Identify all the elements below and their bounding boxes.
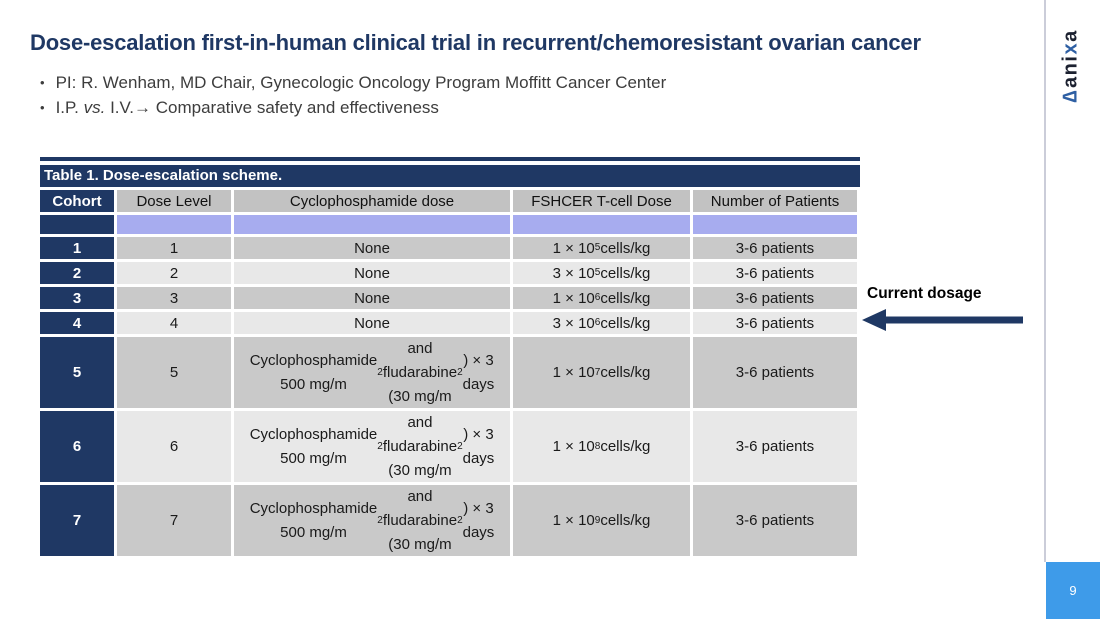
table-cell: 1 × 10 7 cells/kg: [513, 337, 690, 408]
column-header: FSHCER T-cell Dose: [513, 190, 690, 212]
logo-text: a: [1059, 29, 1082, 42]
spacer-cell: [40, 215, 114, 234]
spacer-cell: [234, 215, 510, 234]
table-cell: 1: [117, 237, 231, 259]
column-header: Number of Patients: [693, 190, 857, 212]
page-number-box: 9: [1046, 562, 1100, 619]
column-header: Cyclophosphamide dose: [234, 190, 510, 212]
table-cell: 3-6 patients: [693, 287, 857, 309]
column-header: Cohort: [40, 190, 114, 212]
dose-escalation-table: Table 1. Dose-escalation scheme. Cohort D…: [40, 157, 860, 556]
table-cell: 1 × 10 9 cells/kg: [513, 485, 690, 556]
bullet-list: • PI: R. Wenham, MD Chair, Gynecologic O…: [40, 70, 666, 120]
column-header: Dose Level: [117, 190, 231, 212]
table-cell: 2: [117, 262, 231, 284]
table-cell: None: [234, 312, 510, 334]
bullet-item-comparison: • I.P. vs. I.V.→ Comparative safety and …: [40, 95, 666, 120]
table-cell: Cyclophosphamide 500 mg/m 2 and fludarabi…: [234, 485, 510, 556]
bullet-dot: •: [40, 75, 45, 90]
right-divider-line: [1044, 0, 1046, 562]
table-cell: 4: [117, 312, 231, 334]
table-cell: 3-6 patients: [693, 411, 857, 482]
bullet-text: PI: R. Wenham, MD Chair, Gynecologic Onc…: [55, 73, 667, 92]
table-cell: 3-6 patients: [693, 337, 857, 408]
table-cell: Cyclophosphamide 500 mg/m 2 and fludarabi…: [234, 337, 510, 408]
left-arrow-icon: [862, 309, 1023, 331]
bullet-text: I.P. vs. I.V.→ Comparative safety and ef…: [55, 98, 439, 117]
table-title: Table 1. Dose-escalation scheme.: [40, 165, 860, 187]
table-cell: 3-6 patients: [693, 237, 857, 259]
anixa-logo: ∆anixa: [1060, 29, 1083, 102]
current-dosage-label: Current dosage: [867, 285, 982, 302]
table-cell: 3-6 patients: [693, 485, 857, 556]
spacer-cell: [513, 215, 690, 234]
table-cell: None: [234, 287, 510, 309]
cohort-cell: 3: [40, 287, 114, 309]
anixa-delta-icon: ∆: [1059, 88, 1082, 103]
cohort-cell: 5: [40, 337, 114, 408]
table-cell: 3 × 10 6 cells/kg: [513, 312, 690, 334]
table-cell: 1 × 10 6 cells/kg: [513, 287, 690, 309]
bullet-item-pi: • PI: R. Wenham, MD Chair, Gynecologic O…: [40, 70, 666, 95]
dose-table-grid: Cohort Dose Level Cyclophosphamide dose FSH…: [40, 190, 860, 556]
cohort-cell: 4: [40, 312, 114, 334]
logo-text-x: x: [1059, 41, 1082, 55]
spacer-cell: [693, 215, 857, 234]
table-cell: 3-6 patients: [693, 262, 857, 284]
slide-title: Dose-escalation first-in-human clinical …: [30, 30, 921, 55]
right-arrow-glyph: →: [134, 98, 152, 117]
cohort-cell: 1: [40, 237, 114, 259]
table-cell: 3 × 10 5 cells/kg: [513, 262, 690, 284]
table-cell: 5: [117, 337, 231, 408]
spacer-cell: [117, 215, 231, 234]
table-cell: 3-6 patients: [693, 312, 857, 334]
cohort-cell: 7: [40, 485, 114, 556]
table-top-border: [40, 157, 860, 161]
table-cell: 3: [117, 287, 231, 309]
table-cell: 6: [117, 411, 231, 482]
logo-text: ani: [1059, 54, 1082, 88]
table-cell: 7: [117, 485, 231, 556]
table-cell: None: [234, 237, 510, 259]
cohort-cell: 6: [40, 411, 114, 482]
page-number: 9: [1069, 583, 1077, 598]
table-cell: Cyclophosphamide 500 mg/m 2 and fludarabi…: [234, 411, 510, 482]
cohort-cell: 2: [40, 262, 114, 284]
bullet-dot: •: [40, 100, 45, 115]
table-cell: 1 × 10 5 cells/kg: [513, 237, 690, 259]
table-cell: 1 × 10 8 cells/kg: [513, 411, 690, 482]
table-cell: None: [234, 262, 510, 284]
